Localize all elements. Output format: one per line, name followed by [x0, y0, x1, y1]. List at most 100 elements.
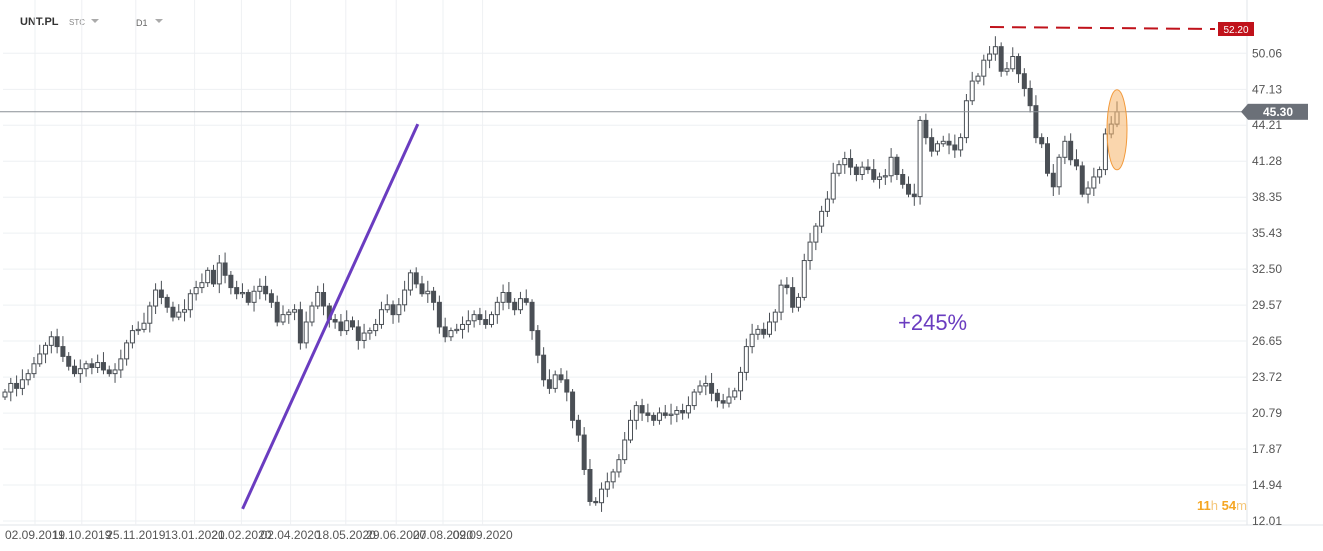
candle-body [703, 382, 709, 387]
candle [1010, 47, 1016, 72]
timeframe-label[interactable]: D1 [136, 18, 148, 28]
candle [906, 176, 911, 198]
candle-body [315, 291, 321, 307]
candle [257, 278, 263, 300]
candle [118, 349, 124, 378]
candle-body [43, 344, 49, 355]
candle-body [500, 291, 506, 303]
candle [170, 301, 176, 322]
candle [2, 388, 8, 401]
candle [882, 168, 888, 185]
candle-body [906, 183, 911, 195]
chevron-down-icon[interactable] [91, 19, 99, 23]
candle [384, 294, 390, 313]
candle-body [141, 322, 147, 330]
candle [187, 289, 193, 318]
candle [176, 304, 182, 321]
price-axis: 50.06 47.13 44.21 41.28 38.35 35.43 32.50 29.57… [1241, 46, 1308, 528]
candle [749, 323, 755, 354]
resistance-label: 52.20 [1223, 25, 1248, 36]
candle-body [135, 328, 141, 332]
candle [263, 275, 269, 301]
candle [500, 284, 506, 311]
candle [761, 322, 767, 339]
candle-body [124, 342, 130, 360]
candle-body [170, 306, 176, 318]
candle-body [112, 369, 118, 375]
x-tick-label: 02.09.2019 [5, 528, 65, 542]
candle [633, 401, 639, 430]
candle-body [651, 414, 657, 421]
x-tick-label: 09.09.2020 [453, 528, 513, 542]
candle-body [321, 291, 327, 307]
candle-body [616, 459, 622, 473]
candle [790, 277, 796, 313]
current-price-pointer [1241, 103, 1248, 120]
candle [471, 310, 477, 328]
candle-body [622, 439, 628, 461]
candle-body [361, 332, 367, 341]
candle-body [842, 158, 848, 166]
candle [245, 289, 251, 306]
candle-body [1079, 165, 1085, 195]
candle [535, 325, 541, 364]
instrument-type-label[interactable]: STC [69, 18, 85, 27]
candle-body [517, 298, 523, 311]
candle-body [767, 321, 772, 335]
candle-body [813, 225, 819, 243]
candle [900, 168, 906, 189]
candle [228, 270, 234, 295]
candle-body [946, 140, 952, 146]
candle-body [367, 330, 373, 334]
candle [992, 36, 998, 61]
candle [483, 310, 489, 329]
y-tick-label: 14.94 [1252, 478, 1282, 492]
candle [402, 280, 408, 312]
y-tick-label: 12.01 [1252, 514, 1282, 528]
candle-body [1039, 137, 1045, 145]
candle-body [882, 175, 888, 178]
candle-body [129, 330, 135, 344]
candle-body [506, 291, 512, 303]
candle-body [888, 156, 894, 177]
candle-body [720, 400, 726, 404]
candle [390, 300, 396, 324]
candle-body [182, 309, 188, 313]
candle [211, 264, 216, 287]
candle-body [1056, 156, 1062, 188]
candle [656, 407, 662, 425]
candle-body [992, 46, 998, 55]
candle-body [749, 333, 755, 348]
candle [477, 307, 483, 326]
candle-body [72, 365, 77, 375]
candle [222, 252, 228, 284]
candle [859, 161, 865, 181]
chevron-down-icon[interactable] [155, 19, 163, 23]
candle [89, 358, 95, 375]
candle-body [859, 166, 865, 175]
candle-body [147, 305, 153, 324]
candle [651, 412, 657, 426]
candle-body [199, 282, 205, 289]
candle [124, 339, 130, 366]
candle-body [494, 301, 500, 316]
candle-body [963, 100, 969, 139]
candle [616, 454, 622, 478]
current-price-badge [1248, 103, 1308, 120]
candle-body [384, 304, 390, 311]
candle-body [911, 193, 917, 198]
candle [958, 133, 964, 157]
candle-body [187, 293, 193, 311]
candle [680, 403, 686, 420]
candle-body [587, 468, 593, 502]
candle-body [164, 296, 170, 308]
candle-body [100, 362, 106, 371]
candle-body [1010, 55, 1016, 70]
candle [286, 309, 292, 324]
symbol-label[interactable]: UNT.PL [20, 16, 59, 28]
candle-body [894, 156, 900, 175]
candle [378, 301, 384, 329]
candle [755, 325, 761, 340]
